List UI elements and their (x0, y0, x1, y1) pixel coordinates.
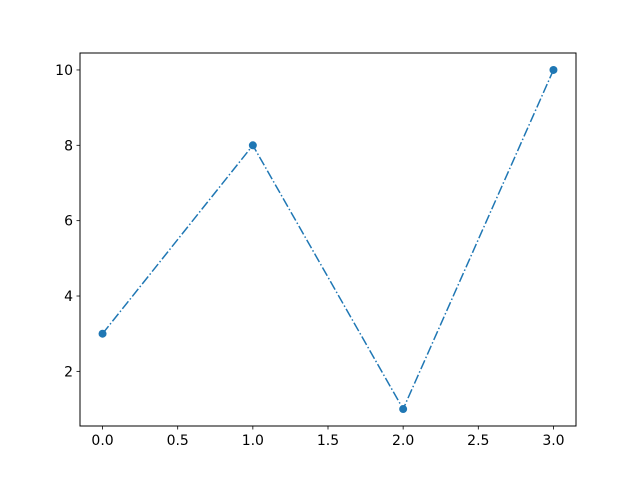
y-tick-label: 2 (64, 364, 73, 380)
series-line (101, 69, 555, 411)
x-tick-label: 2.0 (392, 433, 414, 449)
data-point-marker (399, 405, 408, 414)
data-point-marker (248, 141, 257, 150)
x-tick-label: 2.5 (467, 433, 489, 449)
x-tick-label: 1.0 (242, 433, 264, 449)
x-tick-label: 0.5 (167, 433, 189, 449)
data-point-marker (98, 329, 107, 338)
plot-frame (79, 52, 577, 427)
data-point-marker (549, 65, 558, 74)
y-tick-label: 10 (55, 63, 73, 79)
y-tick-label: 8 (64, 138, 73, 154)
y-tick-label: 4 (64, 289, 73, 305)
x-tick-label: 3.0 (542, 433, 564, 449)
x-tick-label: 0.0 (91, 433, 113, 449)
y-tick-label: 6 (64, 214, 73, 230)
x-tick-label: 1.5 (317, 433, 339, 449)
